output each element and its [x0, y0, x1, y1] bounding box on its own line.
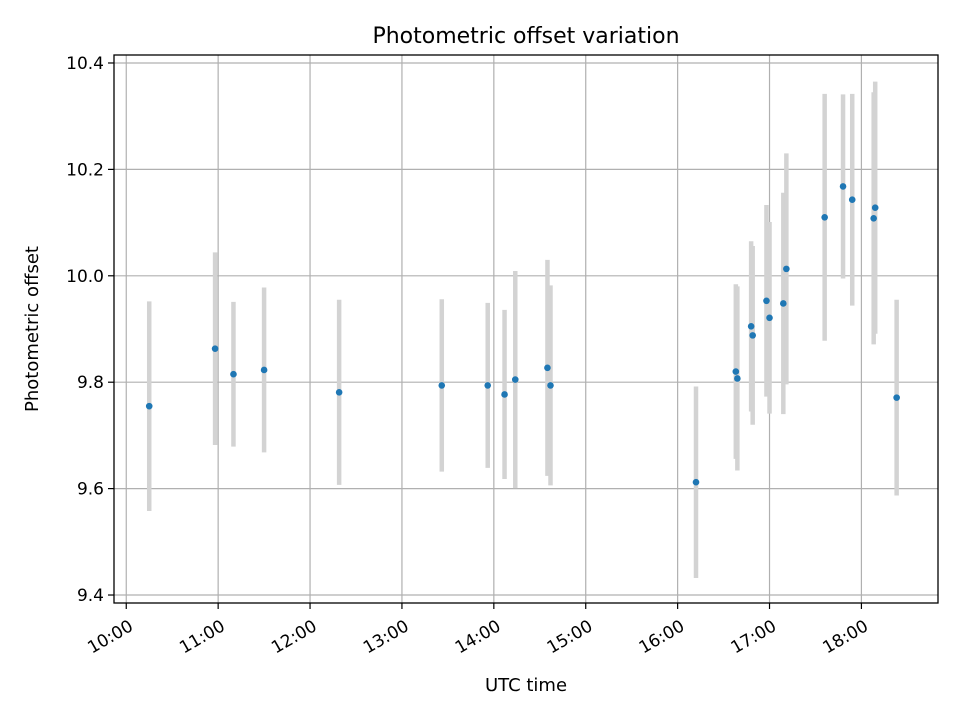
data-points	[145, 183, 900, 486]
x-axis-label: UTC time	[485, 675, 567, 696]
data-point	[501, 391, 508, 398]
y-tick-label: 9.6	[77, 480, 104, 500]
y-tick-label: 9.8	[77, 373, 104, 393]
data-point	[747, 323, 755, 330]
data-point	[335, 389, 343, 396]
data-point	[848, 196, 856, 204]
data-point	[783, 265, 790, 273]
data-point	[870, 215, 877, 222]
data-point	[511, 376, 519, 383]
y-tick-label: 10.4	[66, 54, 104, 74]
data-point	[780, 300, 787, 307]
y-tick-label: 9.4	[77, 586, 104, 606]
data-point	[438, 382, 446, 389]
data-point	[766, 314, 773, 322]
data-point	[732, 368, 740, 375]
y-tick-label: 10.0	[66, 267, 104, 287]
data-point	[893, 394, 900, 401]
grid-lines	[114, 55, 938, 603]
data-point	[484, 382, 492, 389]
data-point	[871, 204, 879, 211]
data-point	[734, 375, 741, 382]
data-point	[211, 345, 219, 352]
y-axis-label: Photometric offset	[22, 246, 43, 412]
data-point	[821, 213, 828, 221]
data-point	[260, 366, 268, 374]
data-point	[547, 382, 554, 389]
data-point	[749, 332, 756, 339]
data-point	[839, 183, 847, 190]
data-point	[145, 402, 153, 410]
data-point	[763, 297, 770, 305]
plot-frame	[113, 54, 939, 604]
y-tick-label: 10.2	[66, 160, 104, 180]
chart-title: Photometric offset variation	[372, 24, 679, 49]
data-point	[230, 370, 237, 378]
data-point	[692, 478, 700, 486]
data-point	[544, 364, 551, 372]
